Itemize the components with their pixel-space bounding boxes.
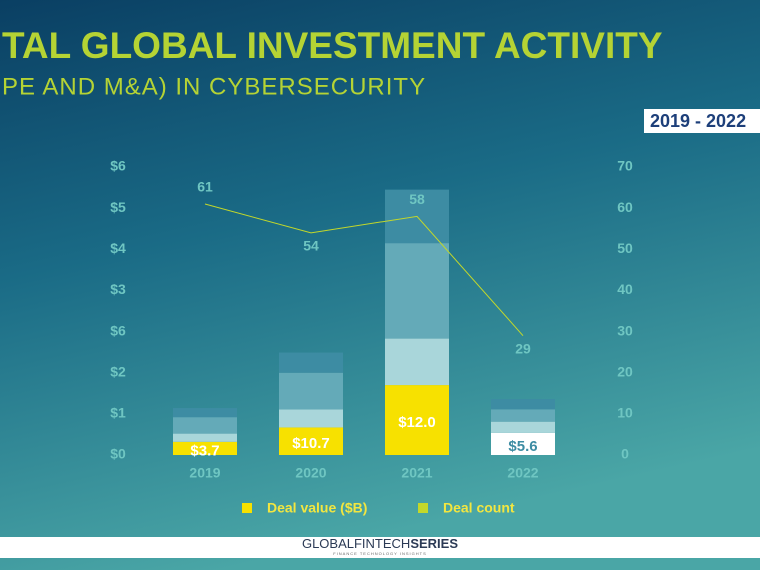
line-label: 29 (515, 340, 531, 356)
line-label: 54 (303, 238, 319, 254)
bar-segment (385, 338, 449, 386)
legend-swatch (242, 503, 252, 513)
y2-tick-label: 50 (617, 240, 633, 256)
legend-label: Deal count (443, 500, 515, 516)
brand-a: GLOBALFINTECH (302, 536, 410, 551)
bar-segment (279, 409, 343, 428)
x-tick-label: 2021 (401, 465, 432, 481)
y-tick-label: $6 (110, 322, 126, 338)
legend-swatch (418, 503, 428, 513)
bar-segment (491, 399, 555, 410)
y-tick-label: $2 (110, 363, 126, 379)
footer-brand: GLOBALFINTECHSERIES (302, 536, 458, 551)
y-tick-label: $6 (110, 158, 126, 174)
y-tick-label: $5 (110, 199, 126, 215)
badge-box (644, 109, 760, 133)
y-tick-label: $4 (110, 240, 126, 256)
bar-segment (279, 352, 343, 373)
bar-segment (385, 243, 449, 339)
badge: 2019 - 2022 (650, 111, 746, 131)
y2-tick-label: 10 (617, 405, 633, 421)
x-tick-label: 2019 (189, 465, 220, 481)
line-label: 58 (409, 191, 425, 207)
bar-segment (279, 427, 343, 455)
bar-segment (491, 432, 555, 455)
y-tick-label: $1 (110, 405, 126, 421)
bar-label: $10.7 (292, 435, 330, 452)
x-tick-label: 2022 (507, 465, 538, 481)
bar-label: $5.6 (508, 438, 537, 455)
bar-segment (173, 408, 237, 418)
bar-label: $3.7 (190, 442, 219, 459)
bar-segment (173, 433, 237, 442)
y-tick-label: $3 (110, 281, 126, 297)
bar-segment (173, 417, 237, 434)
y2-tick-label: 0 (621, 446, 629, 462)
y2-tick-label: 40 (617, 281, 633, 297)
bar-segment (385, 385, 449, 455)
y2-tick-label: 30 (617, 322, 633, 338)
bar-segment (491, 421, 555, 433)
y-tick-label: $0 (110, 446, 126, 462)
brand-b: SERIES (410, 536, 458, 551)
bar-segment (173, 441, 237, 455)
legend-label: Deal value ($B) (267, 500, 367, 516)
bar-segment (279, 372, 343, 410)
bar-segment (491, 409, 555, 422)
line-label: 61 (197, 179, 213, 195)
y2-tick-label: 60 (617, 199, 633, 215)
y2-tick-label: 20 (617, 363, 633, 379)
y2-tick-label: 70 (617, 158, 633, 174)
footer-band (0, 537, 760, 558)
bar-label: $12.0 (398, 414, 436, 431)
chart-title: TAL GLOBAL INVESTMENT ACTIVITY (2, 25, 663, 66)
footer-tagline: FINANCE TECHNOLOGY INSIGHTS (333, 551, 427, 556)
x-tick-label: 2020 (295, 465, 326, 481)
chart-subtitle: PE AND M&A) IN CYBERSECURITY (2, 73, 426, 100)
count-line (204, 203, 524, 337)
